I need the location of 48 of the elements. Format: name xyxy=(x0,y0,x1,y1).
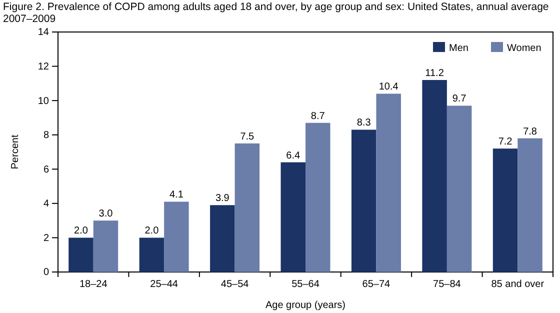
legend-label: Men xyxy=(449,43,468,54)
bar xyxy=(280,162,306,272)
data-label: 9.7 xyxy=(452,94,467,105)
y-tick-label: 0 xyxy=(43,267,50,278)
bar xyxy=(68,238,94,272)
bar xyxy=(492,148,518,272)
bar xyxy=(306,122,330,272)
data-label: 11.2 xyxy=(425,68,444,79)
bar xyxy=(446,106,472,272)
bar xyxy=(234,143,260,272)
data-label: 8.3 xyxy=(356,118,372,129)
x-tick-label: 85 and over xyxy=(491,279,545,290)
x-tick-label: 75–84 xyxy=(433,279,462,290)
bar xyxy=(518,138,542,272)
data-label: 10.4 xyxy=(378,82,399,93)
x-tick-label: 55–64 xyxy=(292,279,320,290)
bar xyxy=(139,238,164,272)
data-label: 4.1 xyxy=(169,190,184,201)
x-tick-label: 25–44 xyxy=(150,279,178,290)
data-label: 3.0 xyxy=(98,208,114,220)
x-axis-title: Age group (years) xyxy=(265,300,346,311)
bar xyxy=(93,220,118,272)
bar xyxy=(164,202,189,272)
data-label: 2.0 xyxy=(74,226,88,237)
data-label: 7.2 xyxy=(498,136,513,148)
data-label: 6.4 xyxy=(286,150,301,162)
y-tick-label: 14 xyxy=(38,27,50,38)
data-label: 2.0 xyxy=(144,226,160,237)
y-tick-label: 10 xyxy=(38,96,50,107)
x-tick-label: 45–54 xyxy=(220,279,250,290)
x-tick-label: 18–24 xyxy=(79,279,108,290)
bar xyxy=(422,80,447,272)
data-label: 7.5 xyxy=(240,131,255,142)
y-tick-label: 4 xyxy=(43,198,50,210)
bar xyxy=(376,94,401,272)
chart-title: Figure 2. Prevalence of COPD among adults aged 18 and over, by age group and sex: United States, annual average 2007–2009 xyxy=(3,1,549,25)
y-axis-title: Percent xyxy=(10,134,21,170)
legend-label: Women xyxy=(507,43,542,54)
data-label: 8.7 xyxy=(310,110,326,122)
y-tick-label: 2 xyxy=(43,232,50,244)
y-tick-label: 12 xyxy=(38,61,50,72)
bar xyxy=(210,205,235,272)
y-tick-label: 8 xyxy=(43,130,50,142)
bar xyxy=(351,130,376,272)
x-tick-label: 65–74 xyxy=(362,279,391,290)
data-label: 7.8 xyxy=(523,126,538,138)
data-label: 3.9 xyxy=(215,193,230,204)
y-tick-label: 6 xyxy=(43,164,50,176)
